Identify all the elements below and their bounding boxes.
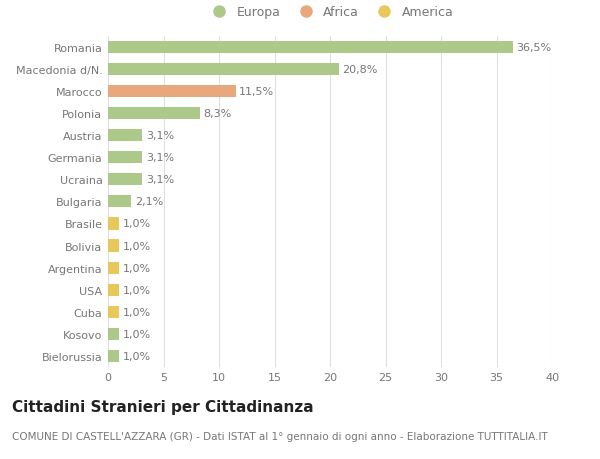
Text: COMUNE DI CASTELL'AZZARA (GR) - Dati ISTAT al 1° gennaio di ogni anno - Elaboraz: COMUNE DI CASTELL'AZZARA (GR) - Dati IST… <box>12 431 548 442</box>
Text: 1,0%: 1,0% <box>122 307 151 317</box>
Bar <box>108 328 119 340</box>
Bar <box>108 42 513 54</box>
Bar <box>108 130 142 142</box>
Text: 11,5%: 11,5% <box>239 87 274 97</box>
Text: 1,0%: 1,0% <box>122 241 151 251</box>
Text: 36,5%: 36,5% <box>517 43 551 53</box>
Text: 20,8%: 20,8% <box>342 65 377 75</box>
Text: 1,0%: 1,0% <box>122 263 151 273</box>
Text: 1,0%: 1,0% <box>122 285 151 295</box>
Bar <box>108 64 339 76</box>
Text: 3,1%: 3,1% <box>146 153 174 163</box>
Text: 8,3%: 8,3% <box>203 109 232 119</box>
Bar <box>108 284 119 296</box>
Legend: Europa, Africa, America: Europa, Africa, America <box>202 1 458 24</box>
Text: 2,1%: 2,1% <box>134 197 163 207</box>
Bar <box>108 108 200 120</box>
Bar <box>108 86 236 98</box>
Bar <box>108 350 119 362</box>
Text: 1,0%: 1,0% <box>122 351 151 361</box>
Bar <box>108 152 142 164</box>
Text: 3,1%: 3,1% <box>146 175 174 185</box>
Bar <box>108 240 119 252</box>
Bar <box>108 262 119 274</box>
Text: 1,0%: 1,0% <box>122 329 151 339</box>
Bar <box>108 196 131 208</box>
Bar <box>108 174 142 186</box>
Text: 3,1%: 3,1% <box>146 131 174 141</box>
Text: Cittadini Stranieri per Cittadinanza: Cittadini Stranieri per Cittadinanza <box>12 399 314 414</box>
Bar <box>108 218 119 230</box>
Text: 1,0%: 1,0% <box>122 219 151 229</box>
Bar <box>108 306 119 318</box>
